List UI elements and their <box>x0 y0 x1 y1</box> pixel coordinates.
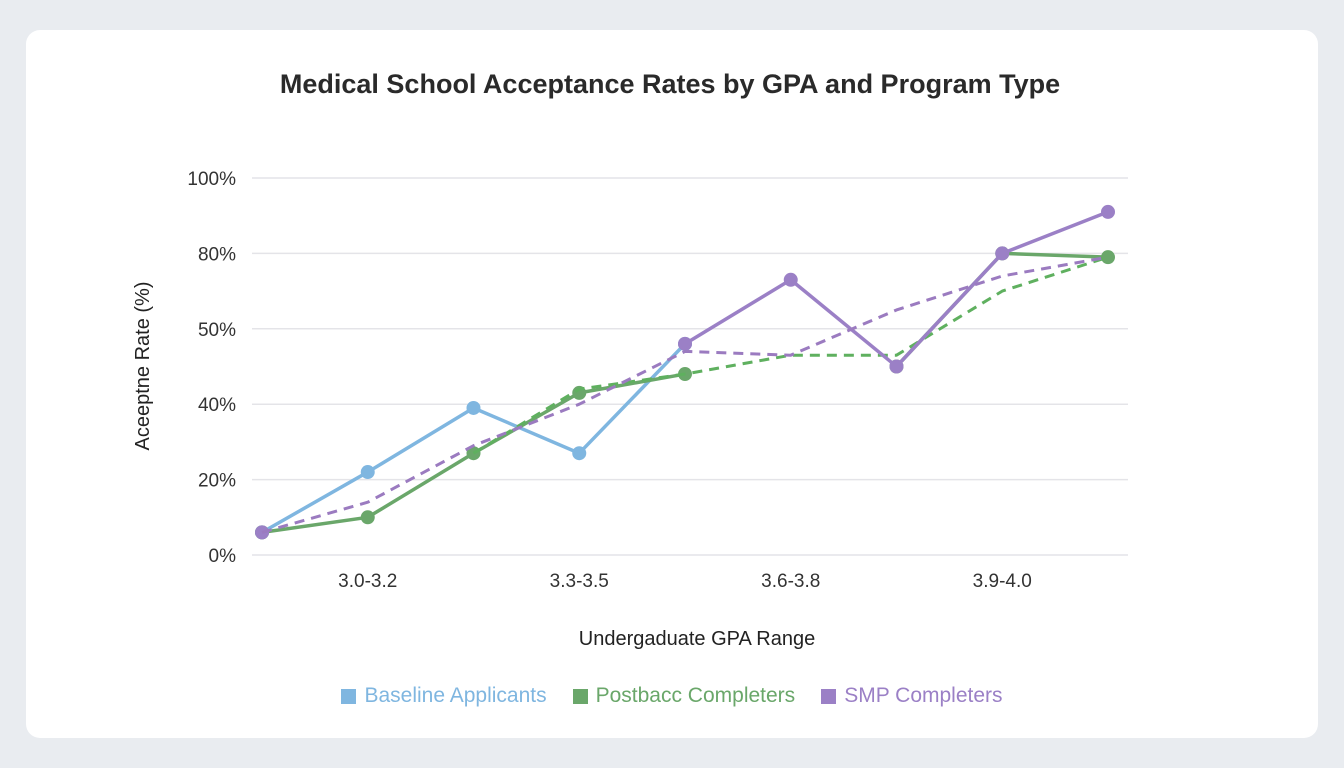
legend: Baseline Applicants Postbacc Completers SM… <box>0 684 1344 708</box>
chart-card <box>26 30 1318 738</box>
y-tick-label: 40% <box>198 395 236 416</box>
y-tick-label: 50% <box>198 320 236 341</box>
data-point <box>995 246 1010 261</box>
legend-item[interactable]: Postbacc Completers <box>572 684 796 708</box>
legend-label: SMP Completers <box>844 684 1003 707</box>
legend-item[interactable]: Baseline Applicants <box>341 684 547 708</box>
data-point <box>1101 250 1115 265</box>
legend-swatch <box>341 688 357 704</box>
series-line <box>895 251 1109 368</box>
chart-title: Medical School Acceptance Rates by GPA a… <box>280 69 1060 99</box>
legend-label: Postbacc Completers <box>595 684 796 707</box>
series-line <box>261 342 687 534</box>
legend-item[interactable]: SMP Completers <box>821 684 1003 708</box>
data-point <box>572 446 587 461</box>
data-point <box>360 465 375 480</box>
legend-swatch <box>572 688 588 704</box>
data-point <box>1101 204 1115 219</box>
x-tick-label: 3.0-3.2 <box>338 571 397 592</box>
y-tick-label: 100% <box>187 169 236 190</box>
x-tick-label: 3.9-4.0 <box>973 571 1032 592</box>
y-axis-label: Aceeptne Rate (%) <box>132 282 154 451</box>
series-2 <box>472 255 1109 455</box>
x-axis-label: Undergaduate GPA Range <box>579 628 815 650</box>
data-point <box>678 336 692 351</box>
series-line <box>684 210 1109 369</box>
data-point <box>783 272 798 287</box>
data-point <box>889 359 904 374</box>
y-tick-label: 20% <box>198 471 236 492</box>
series-line <box>472 255 1109 455</box>
y-axis-ticks: 0% 20% 40% 50% 80% 100% <box>187 169 236 567</box>
series-lines <box>255 204 1115 540</box>
data-point <box>466 400 481 415</box>
series-1 <box>255 246 1115 540</box>
y-tick-label: 80% <box>198 244 236 265</box>
x-tick-label: 3.6-3.8 <box>761 571 820 592</box>
series-line <box>261 255 1109 534</box>
y-tick-label: 0% <box>209 546 237 567</box>
series-4 <box>261 255 1109 534</box>
gridlines <box>252 177 1128 556</box>
data-point <box>360 510 375 525</box>
x-axis-ticks: 3.0-3.2 3.3-3.5 3.6-3.8 3.9-4.0 <box>338 571 1032 592</box>
series-0 <box>255 336 692 540</box>
x-tick-label: 3.3-3.5 <box>550 571 609 592</box>
series-3 <box>255 204 1115 540</box>
legend-swatch <box>821 688 837 704</box>
legend-label: Baseline Applicants <box>364 684 547 707</box>
